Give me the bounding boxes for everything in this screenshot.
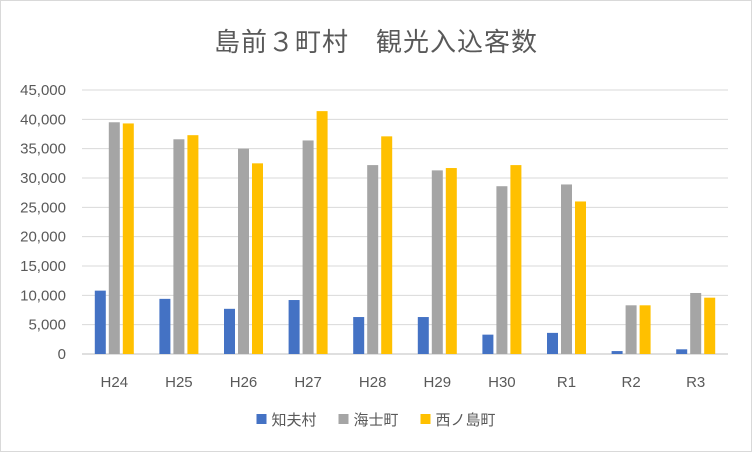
bar	[187, 135, 199, 354]
bar	[367, 165, 379, 354]
y-tick-label: 30,000	[20, 170, 66, 187]
legend-label: 西ノ島町	[436, 411, 496, 429]
bar	[431, 170, 443, 354]
bar	[547, 332, 558, 354]
x-tick-label: H28	[359, 374, 387, 391]
bar	[224, 308, 235, 354]
bar	[288, 300, 300, 354]
y-tick-label: 10,000	[20, 287, 66, 304]
bar	[108, 122, 120, 355]
y-tick-label: 20,000	[20, 229, 66, 246]
x-tick-label: R1	[557, 374, 576, 391]
y-tick-label: 35,000	[20, 141, 66, 158]
legend-label: 知夫村	[272, 411, 317, 429]
bar	[690, 292, 702, 354]
bar	[575, 201, 586, 354]
bar	[625, 305, 637, 354]
bar	[252, 163, 263, 354]
legend-swatch	[256, 414, 267, 424]
x-tick-label: H26	[230, 374, 258, 391]
y-tick-label: 5,000	[28, 317, 66, 334]
x-tick-label: H27	[294, 374, 322, 391]
y-tick-label: 25,000	[20, 199, 66, 216]
x-tick-label: H29	[424, 374, 452, 391]
bar	[417, 317, 429, 354]
bar	[381, 136, 393, 354]
y-tick-label: 40,000	[20, 111, 66, 128]
bar	[302, 140, 314, 354]
bar	[561, 184, 572, 354]
bar	[122, 123, 134, 354]
bar	[445, 168, 457, 354]
bar	[159, 298, 171, 354]
bar	[238, 148, 249, 354]
y-tick-label: 15,000	[20, 258, 66, 275]
x-tick-label: H24	[101, 374, 129, 391]
bar	[676, 349, 688, 354]
bar	[510, 165, 522, 354]
bar	[353, 317, 365, 354]
bar	[639, 305, 651, 354]
bar	[482, 334, 494, 354]
chart-title: 島前３町村 観光入込客数	[213, 28, 538, 58]
legend-swatch	[338, 414, 349, 424]
legend-swatch	[420, 414, 431, 424]
x-tick-label: R3	[686, 374, 705, 391]
y-tick-label: 45,000	[20, 82, 66, 99]
bar	[173, 139, 185, 354]
y-tick-label: 0	[58, 346, 66, 363]
bar	[611, 351, 623, 354]
bar	[496, 186, 508, 354]
x-tick-label: H30	[488, 374, 516, 391]
x-tick-label: H25	[165, 374, 193, 391]
bar	[704, 297, 716, 354]
legend-label: 海士町	[354, 411, 399, 429]
x-tick-label: R2	[622, 374, 641, 391]
bar	[316, 111, 328, 355]
bar	[94, 290, 106, 354]
